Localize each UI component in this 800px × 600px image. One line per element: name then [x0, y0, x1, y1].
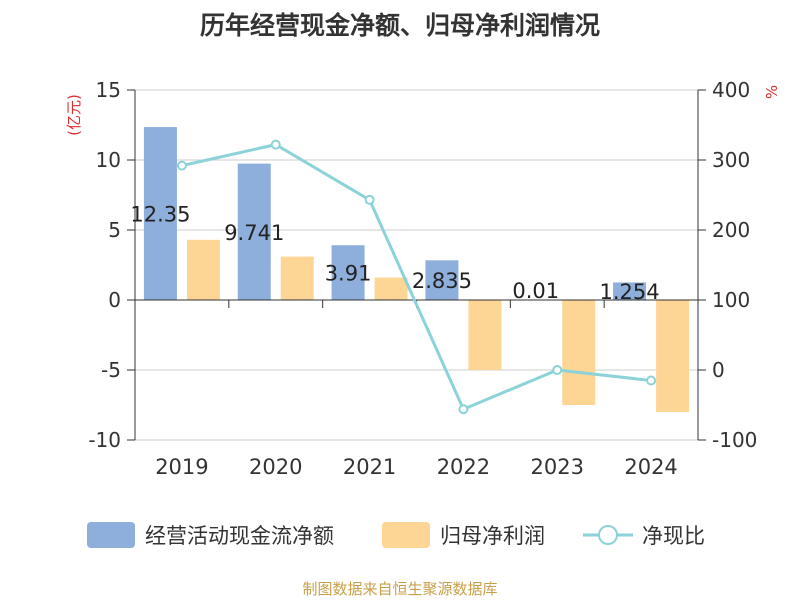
bar-data-label: 12.35 — [130, 203, 190, 227]
legend-label-cash-ratio: 净现比 — [642, 524, 705, 548]
bar-cash-flow — [237, 163, 271, 300]
legend-label-cash-flow: 经营活动现金流净额 — [145, 524, 334, 548]
line-point — [552, 365, 563, 375]
y-left-tick-label: 0 — [108, 288, 121, 312]
legend-swatch-net-profit — [382, 522, 430, 548]
y-left-tick-label: 10 — [96, 148, 121, 172]
data-source-note: 制图数据来自恒生聚源数据库 — [302, 580, 498, 598]
y-right-tick-label: 200 — [712, 218, 750, 242]
bar-net-profit — [562, 300, 596, 405]
y-left-axis-label: (亿元) — [65, 94, 83, 136]
bar-data-label: 1.254 — [600, 280, 660, 304]
line-point — [176, 160, 187, 171]
bar-cash-flow — [143, 127, 177, 300]
line-point — [458, 404, 469, 415]
y-right-tick-label: 0 — [712, 358, 725, 382]
y-left-tick-label: -5 — [101, 358, 121, 382]
x-tick-label: 2020 — [249, 455, 302, 479]
bar-cash-flow — [613, 282, 647, 300]
bar-data-label: 0.01 — [512, 279, 559, 303]
y-right-tick-label: 400 — [712, 78, 750, 102]
x-tick-label: 2019 — [155, 455, 208, 479]
bar-net-profit — [186, 239, 220, 300]
chart-title: 历年经营现金净额、归母净利润情况 — [199, 11, 600, 40]
legend-swatch-cash-flow — [87, 522, 135, 548]
y-right-tick-label: 100 — [712, 288, 750, 312]
x-tick-label: 2022 — [437, 455, 490, 479]
bar-cash-flow — [425, 260, 459, 300]
x-tick-label: 2024 — [624, 455, 677, 479]
line-point — [646, 375, 657, 386]
line-point — [364, 194, 375, 205]
x-tick-label: 2021 — [343, 455, 396, 479]
bar-data-label: 2.835 — [412, 269, 472, 293]
legend-label-net-profit: 归母净利润 — [440, 524, 545, 548]
y-right-tick-label: -100 — [712, 428, 757, 452]
bar-net-profit — [468, 300, 502, 370]
bar-cash-flow — [331, 245, 365, 300]
bar-net-profit — [656, 300, 690, 412]
bar-net-profit — [280, 256, 314, 300]
bar-data-label: 3.91 — [325, 262, 372, 286]
bar-net-profit — [374, 277, 408, 300]
y-left-tick-label: -10 — [88, 428, 121, 452]
line-point — [270, 139, 281, 150]
y-right-tick-label: 300 — [712, 148, 750, 172]
y-left-tick-label: 5 — [108, 218, 121, 242]
y-left-tick-label: 15 — [96, 78, 121, 102]
x-tick-label: 2023 — [531, 455, 584, 479]
y-right-axis-label: % — [763, 85, 781, 99]
bar-data-label: 9.741 — [224, 221, 284, 245]
legend-swatch-cash-ratio-marker — [598, 525, 618, 545]
line-cash-ratio — [181, 143, 652, 412]
